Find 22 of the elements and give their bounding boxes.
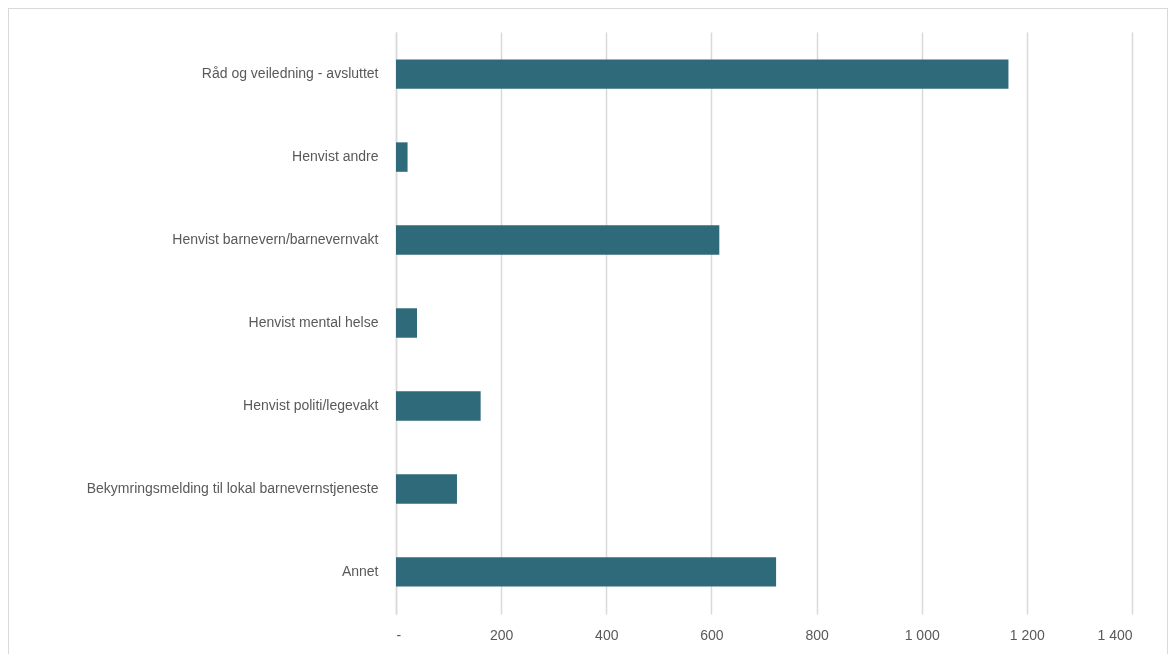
x-tick-label: 1 000: [904, 626, 940, 643]
y-tick-label: Råd og veiledning - avsluttet: [201, 65, 379, 82]
bar: [396, 308, 418, 338]
y-tick-label: Henvist mental helse: [248, 314, 379, 330]
x-tick-label: 600: [700, 626, 724, 643]
y-tick-label: Henvist politi/legevakt: [243, 396, 379, 413]
y-tick-label: Annet: [341, 562, 379, 579]
x-tick-label: 400: [595, 626, 619, 643]
bar: [396, 59, 1009, 89]
bar: [396, 474, 457, 504]
bar: [396, 557, 777, 587]
y-tick-label: Henvist barnevern/barnevernvakt: [172, 231, 379, 248]
x-tick-label: -: [396, 626, 402, 643]
x-tick-label: 1 200: [1009, 626, 1046, 643]
bar: [396, 225, 720, 255]
x-tick-label: 1 400: [1097, 626, 1133, 643]
y-tick-label: Henvist andre: [292, 148, 379, 165]
x-tick-label: 800: [805, 626, 829, 643]
x-tick-label: 200: [489, 626, 514, 643]
bar: [396, 142, 408, 172]
y-tick-label: Bekymringsmelding til lokal barnevernstjeneste: [86, 479, 379, 496]
bar: [396, 391, 481, 421]
